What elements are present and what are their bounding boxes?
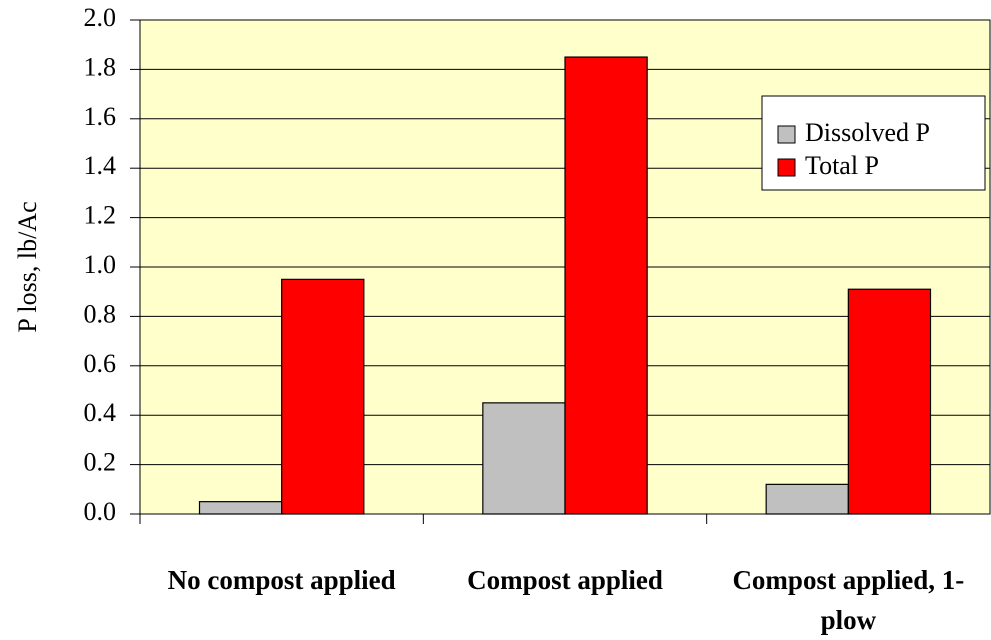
legend-box [761, 95, 986, 191]
plot-border [139, 19, 991, 515]
x-tick-label: No compost applied [167, 565, 396, 595]
y-tick-label: 0.0 [84, 497, 117, 526]
legend-label: Total P [805, 151, 879, 180]
y-tick-label: 1.2 [84, 201, 117, 230]
x-tick-label: Compost applied [467, 565, 663, 595]
legend-swatch [777, 158, 796, 177]
bar [564, 56, 648, 515]
bar [281, 278, 365, 515]
y-tick-label: 1.4 [84, 151, 117, 180]
bar [482, 402, 566, 515]
bar [847, 288, 932, 515]
y-tick-label: 2.0 [84, 3, 117, 32]
y-tick-label: 1.0 [84, 250, 117, 279]
y-axis-label: P loss, lb/Ac [13, 201, 42, 332]
y-tick-label: 0.2 [84, 448, 117, 477]
legend-label: Dissolved P [805, 118, 930, 147]
y-tick-label: 0.8 [84, 299, 117, 328]
y-tick-label: 0.4 [84, 398, 117, 427]
y-tick-label: 1.8 [84, 52, 117, 81]
y-tick-label: 1.6 [84, 102, 117, 131]
bar [198, 501, 283, 515]
legend-swatch [777, 125, 796, 144]
bar [765, 483, 849, 515]
x-tick-label: Compost applied, 1-plow [732, 565, 965, 635]
y-tick-label: 0.6 [84, 349, 117, 378]
